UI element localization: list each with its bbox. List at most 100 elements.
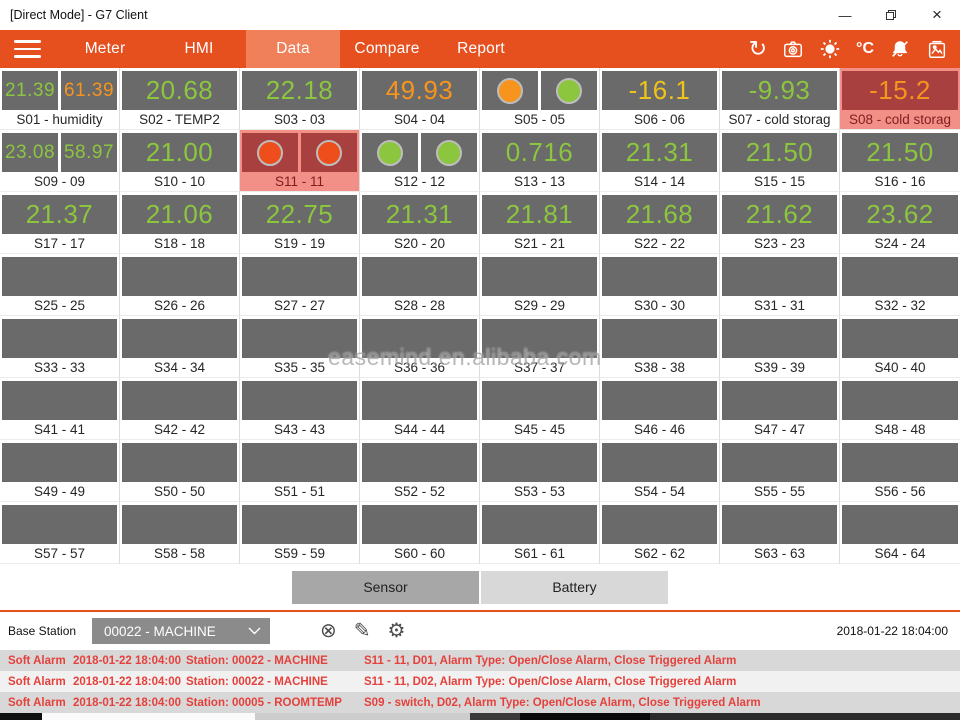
sensor-tile[interactable]: S49 - 49 bbox=[0, 440, 120, 502]
sensor-tile[interactable]: S33 - 33 bbox=[0, 316, 120, 378]
sensor-tile[interactable]: 21.37 S17 - 17 bbox=[0, 192, 120, 254]
tab-meter[interactable]: Meter bbox=[84, 40, 126, 57]
sensor-tile[interactable]: 22.18 S03 - 03 bbox=[240, 68, 360, 130]
sensor-tile[interactable]: S31 - 31 bbox=[720, 254, 840, 316]
maximize-button[interactable] bbox=[868, 0, 914, 30]
sensor-tile[interactable]: S55 - 55 bbox=[720, 440, 840, 502]
tile-value-boxes bbox=[482, 257, 597, 296]
sensor-tile[interactable]: S54 - 54 bbox=[600, 440, 720, 502]
alarm-log-row[interactable]: Soft Alarm 2018-01-22 18:04:00 Station: 00… bbox=[0, 692, 960, 713]
tile-value-boxes: -16.1 bbox=[602, 71, 717, 110]
sensor-tile[interactable]: S64 - 64 bbox=[840, 502, 960, 564]
tile-value: -15.2 bbox=[869, 75, 931, 105]
sensor-tile[interactable]: 23.62 S24 - 24 bbox=[840, 192, 960, 254]
sensor-tile[interactable]: 20.68 S02 - TEMP2 bbox=[120, 68, 240, 130]
sensor-tile[interactable]: S30 - 30 bbox=[600, 254, 720, 316]
sensor-tile[interactable]: 21.31 S14 - 14 bbox=[600, 130, 720, 192]
base-station-dropdown[interactable]: 00022 - MACHINE bbox=[92, 618, 270, 644]
sensor-tile[interactable]: S26 - 26 bbox=[120, 254, 240, 316]
sensor-tile[interactable]: S25 - 25 bbox=[0, 254, 120, 316]
sensor-tile[interactable]: S58 - 58 bbox=[120, 502, 240, 564]
sensor-tile[interactable]: -16.1 S06 - 06 bbox=[600, 68, 720, 130]
sensor-tile[interactable]: S46 - 46 bbox=[600, 378, 720, 440]
sensor-tile-label: S25 - 25 bbox=[33, 298, 86, 313]
sensor-tile[interactable]: S28 - 28 bbox=[360, 254, 480, 316]
tab-hmi[interactable]: HMI bbox=[184, 40, 214, 57]
sensor-tile-label: S13 - 13 bbox=[513, 174, 566, 189]
sensor-tile[interactable]: S61 - 61 bbox=[480, 502, 600, 564]
alarm-log-row[interactable]: Soft Alarm 2018-01-22 18:04:00 Station: 00… bbox=[0, 650, 960, 671]
sensor-tile[interactable]: 21.00 S10 - 10 bbox=[120, 130, 240, 192]
temperature-unit-icon[interactable]: °C bbox=[856, 40, 874, 57]
sensor-tile[interactable]: 21.81 S21 - 21 bbox=[480, 192, 600, 254]
sensor-tile[interactable]: S48 - 48 bbox=[840, 378, 960, 440]
tile-value-box bbox=[362, 443, 477, 482]
sensor-tile[interactable]: S47 - 47 bbox=[720, 378, 840, 440]
sensor-tile[interactable]: 21.50 S16 - 16 bbox=[840, 130, 960, 192]
image-export-icon[interactable] bbox=[926, 38, 948, 60]
menu-icon[interactable] bbox=[0, 30, 58, 68]
sensor-tile[interactable]: S53 - 53 bbox=[480, 440, 600, 502]
sensor-tile[interactable]: 21.39 61.39 S01 - humidity bbox=[0, 68, 120, 130]
brightness-icon[interactable] bbox=[819, 38, 841, 60]
tile-value-box: 20.68 bbox=[122, 71, 237, 110]
tile-value-box bbox=[362, 319, 477, 358]
sync-icon[interactable]: ↻ bbox=[748, 36, 768, 61]
sensor-tile[interactable]: 21.06 S18 - 18 bbox=[120, 192, 240, 254]
sensor-tile[interactable]: S27 - 27 bbox=[240, 254, 360, 316]
sensor-tile[interactable]: S52 - 52 bbox=[360, 440, 480, 502]
sensor-tile[interactable]: 21.31 S20 - 20 bbox=[360, 192, 480, 254]
sensor-tile-label: S31 - 31 bbox=[753, 298, 806, 313]
battery-button[interactable]: Battery bbox=[481, 570, 668, 604]
sensor-tile[interactable]: 22.75 S19 - 19 bbox=[240, 192, 360, 254]
sensor-tile[interactable]: S11 - 11 bbox=[240, 130, 360, 192]
sensor-tile[interactable]: S12 - 12 bbox=[360, 130, 480, 192]
sensor-tile[interactable]: S42 - 42 bbox=[120, 378, 240, 440]
sensor-tile[interactable]: S38 - 38 bbox=[600, 316, 720, 378]
tab-data[interactable]: Data bbox=[246, 30, 340, 68]
sensor-tile[interactable]: 23.08 58.97 S09 - 09 bbox=[0, 130, 120, 192]
sensor-tile[interactable]: S34 - 34 bbox=[120, 316, 240, 378]
alarm-log-row[interactable]: Soft Alarm 2018-01-22 18:04:00 Station: 00… bbox=[0, 671, 960, 692]
sensor-tile[interactable]: 21.62 S23 - 23 bbox=[720, 192, 840, 254]
close-button[interactable]: × bbox=[932, 5, 942, 24]
sensor-tile[interactable]: S56 - 56 bbox=[840, 440, 960, 502]
sensor-tile-label: S11 - 11 bbox=[274, 174, 325, 189]
sensor-tile[interactable]: S32 - 32 bbox=[840, 254, 960, 316]
cancel-icon[interactable]: ⊗ bbox=[320, 620, 337, 642]
sensor-button[interactable]: Sensor bbox=[292, 570, 479, 604]
sensor-tile[interactable]: S40 - 40 bbox=[840, 316, 960, 378]
sensor-tile[interactable]: S36 - 36 bbox=[360, 316, 480, 378]
alarm-log: Soft Alarm 2018-01-22 18:04:00 Station: 00… bbox=[0, 650, 960, 713]
sensor-tile[interactable]: S37 - 37 bbox=[480, 316, 600, 378]
camera-icon[interactable] bbox=[782, 38, 804, 60]
sensor-tile[interactable]: S60 - 60 bbox=[360, 502, 480, 564]
sensor-tile[interactable]: S44 - 44 bbox=[360, 378, 480, 440]
sensor-tile[interactable]: S45 - 45 bbox=[480, 378, 600, 440]
edit-icon[interactable]: ✎ bbox=[353, 620, 371, 642]
tab-report[interactable]: Report bbox=[457, 40, 505, 57]
sensor-tile[interactable]: S29 - 29 bbox=[480, 254, 600, 316]
tab-compare[interactable]: Compare bbox=[354, 40, 420, 57]
sensor-tile[interactable]: -15.2 S08 - cold storag bbox=[840, 68, 960, 130]
sensor-tile[interactable]: S59 - 59 bbox=[240, 502, 360, 564]
sensor-tile[interactable]: S05 - 05 bbox=[480, 68, 600, 130]
sensor-tile[interactable]: S43 - 43 bbox=[240, 378, 360, 440]
sensor-tile[interactable]: -9.93 S07 - cold storag bbox=[720, 68, 840, 130]
sensor-tile[interactable]: S50 - 50 bbox=[120, 440, 240, 502]
sensor-tile[interactable]: 49.93 S04 - 04 bbox=[360, 68, 480, 130]
sensor-tile[interactable]: 0.716 S13 - 13 bbox=[480, 130, 600, 192]
sensor-tile[interactable]: S63 - 63 bbox=[720, 502, 840, 564]
sensor-tile[interactable]: S35 - 35 bbox=[240, 316, 360, 378]
minimize-button[interactable]: — bbox=[838, 7, 852, 23]
view-switch-bar: Sensor Battery bbox=[0, 564, 960, 610]
sensor-tile[interactable]: S62 - 62 bbox=[600, 502, 720, 564]
bell-muted-icon[interactable] bbox=[889, 38, 911, 60]
sensor-tile[interactable]: S39 - 39 bbox=[720, 316, 840, 378]
sensor-tile[interactable]: S51 - 51 bbox=[240, 440, 360, 502]
settings-icon[interactable]: ⚙ bbox=[387, 620, 406, 642]
sensor-tile[interactable]: 21.50 S15 - 15 bbox=[720, 130, 840, 192]
sensor-tile[interactable]: S41 - 41 bbox=[0, 378, 120, 440]
sensor-tile[interactable]: S57 - 57 bbox=[0, 502, 120, 564]
sensor-tile[interactable]: 21.68 S22 - 22 bbox=[600, 192, 720, 254]
